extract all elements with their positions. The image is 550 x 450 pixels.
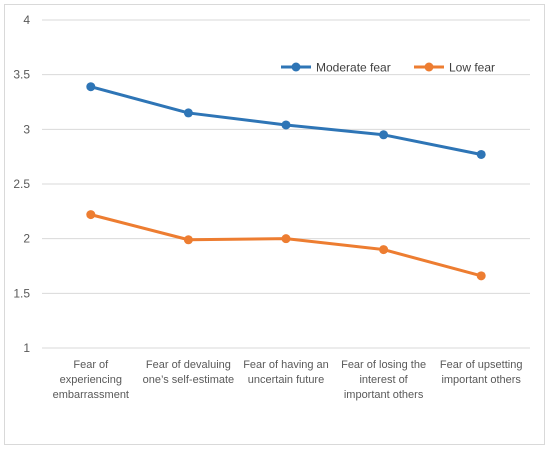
legend-label: Moderate fear (316, 61, 391, 75)
y-tick-label: 1 (23, 341, 30, 355)
series-line-1 (89, 213, 483, 278)
x-tick-label-line: embarrassment (53, 389, 129, 401)
y-tick-label: 2 (23, 232, 30, 246)
legend: Moderate fear Low fear (281, 61, 495, 75)
data-point (86, 82, 96, 92)
y-tick-label: 3 (23, 122, 30, 136)
data-point (86, 210, 96, 220)
x-tick-label: Fear of having an uncertain future (243, 359, 329, 386)
legend-label: Low fear (449, 61, 495, 75)
y-tick-label: 4 (23, 13, 30, 27)
chart-frame (4, 4, 545, 445)
x-tick-label-line: Fear of losing the (341, 359, 426, 371)
y-tick-label: 3.5 (13, 68, 30, 82)
x-tick-label-line: Fear of upsetting (440, 359, 523, 371)
data-point (183, 235, 193, 245)
x-tick-label-line: Fear of devaluing (146, 359, 231, 371)
x-tick-label-line: experiencing (60, 374, 122, 386)
data-point (476, 271, 486, 281)
data-point (476, 149, 486, 159)
x-axis-ticks: Fear of experiencing embarrassment Fear of … (53, 359, 523, 401)
x-tick-label-line: important others (344, 389, 424, 401)
data-point (281, 120, 291, 130)
data-point (379, 130, 389, 140)
series-lines (86, 82, 486, 281)
x-tick-label: Fear of upsetting important others (440, 359, 523, 386)
data-point (183, 108, 193, 118)
y-tick-label: 2.5 (13, 177, 30, 191)
x-tick-label: Fear of devaluing one’s self-estimate (143, 359, 235, 386)
x-tick-label-line: interest of (359, 374, 408, 386)
legend-marker (291, 62, 301, 72)
x-tick-label-line: important others (441, 374, 521, 386)
legend-marker (424, 62, 434, 72)
y-tick-label: 1.5 (13, 286, 30, 300)
data-point (281, 234, 291, 244)
x-tick-label-line: Fear of (73, 359, 109, 371)
y-axis-ticks: 1 1.5 2 2.5 3 3.5 4 (13, 13, 30, 355)
data-point (379, 245, 389, 255)
x-tick-label: Fear of losing the interest of important o… (341, 359, 426, 401)
x-tick-label-line: Fear of having an (243, 359, 329, 371)
x-tick-label-line: uncertain future (248, 374, 324, 386)
x-tick-label-line: one’s self-estimate (143, 374, 235, 386)
x-tick-label: Fear of experiencing embarrassment (53, 359, 129, 401)
